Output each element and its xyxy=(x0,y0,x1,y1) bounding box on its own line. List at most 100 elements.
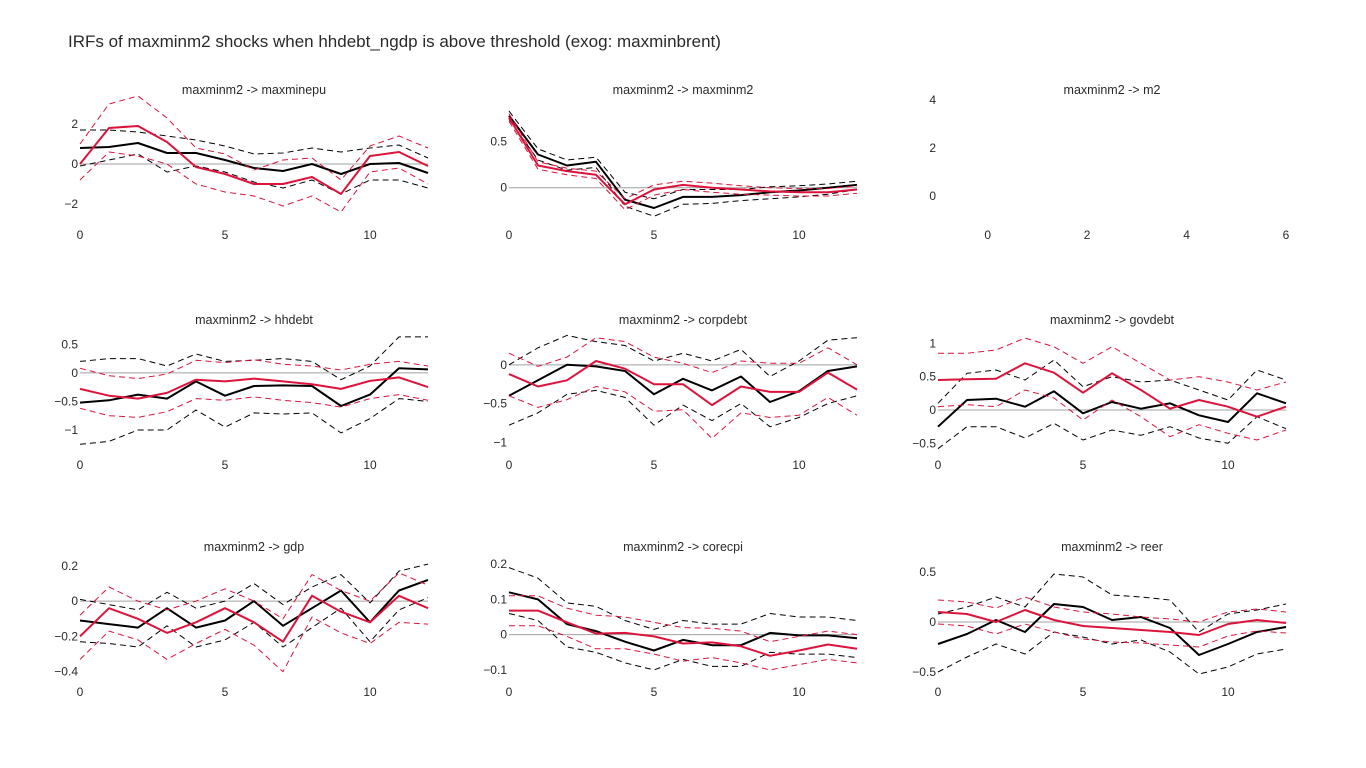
red-solid-line xyxy=(508,360,858,407)
red-dash-line xyxy=(508,386,858,439)
subplot-title: maxminm2 -> reer xyxy=(1061,540,1163,554)
subplot-title: maxminm2 -> maxminm2 xyxy=(613,83,754,97)
x-tick-label: 10 xyxy=(1221,458,1235,472)
x-tick-label: 10 xyxy=(792,685,806,699)
y-tick-label: −0.5 xyxy=(54,394,78,408)
x-tick-label: 5 xyxy=(651,685,658,699)
black-solid-line xyxy=(79,367,429,407)
red-dash-line xyxy=(79,359,429,380)
y-tick-label: 0 xyxy=(929,403,936,417)
red-dash-line xyxy=(937,389,1287,441)
x-tick-label: 5 xyxy=(222,458,229,472)
black-solid-line xyxy=(508,591,858,652)
subplot-title: maxminm2 -> corpdebt xyxy=(619,313,748,327)
figure-title: IRFs of maxminm2 shocks when hhdebt_ngdp… xyxy=(68,32,721,51)
y-tick-label: −0.1 xyxy=(483,663,507,677)
y-tick-label: 0 xyxy=(500,358,507,372)
red-dash-line xyxy=(509,625,858,671)
y-tick-label: 2 xyxy=(71,117,78,131)
black-solid-line xyxy=(508,115,858,209)
subplot-2: maxminm2 -> maxminm2 0 5 10 0 0.5 xyxy=(490,83,858,242)
x-tick-label: 0 xyxy=(935,685,942,699)
black-dash-line xyxy=(508,119,858,217)
black-solid-line xyxy=(937,390,1287,428)
x-tick-label: 0 xyxy=(506,458,513,472)
x-tick-label: 0 xyxy=(506,228,513,242)
subplot-4: maxminm2 -> hhdebt 0 5 10 −1 −0.5 0 0.5 xyxy=(54,313,429,472)
subplot-5: maxminm2 -> corpdebt 0 5 10 −1 −0.5 0 xyxy=(483,313,858,472)
red-dash-line xyxy=(937,596,1287,623)
black-dash-line xyxy=(508,613,858,671)
subplot-title: maxminm2 -> m2 xyxy=(1064,83,1161,97)
y-tick-label: 1 xyxy=(929,336,936,350)
subplot-title: maxminm2 -> govdebt xyxy=(1050,313,1175,327)
y-tick-label: 0 xyxy=(71,157,78,171)
x-tick-label: 0 xyxy=(77,228,84,242)
x-tick-label: 5 xyxy=(1080,685,1087,699)
black-dash-line xyxy=(937,631,1287,675)
black-dash-line xyxy=(79,336,428,381)
y-tick-label: −0.5 xyxy=(912,436,936,450)
red-solid-line xyxy=(79,125,429,195)
y-tick-label: 2 xyxy=(929,141,936,155)
y-tick-label: −1 xyxy=(493,435,507,449)
black-solid-line xyxy=(79,578,429,629)
subplot-1: maxminm2 -> maxminepu 0 5 10 −2 0 2 xyxy=(64,83,429,242)
black-dash-line xyxy=(80,129,429,159)
y-tick-label: 0.5 xyxy=(919,565,936,579)
subplot-title: maxminm2 -> corecpi xyxy=(623,540,743,554)
black-dash-line xyxy=(79,153,429,195)
y-tick-label: −0.4 xyxy=(54,665,78,679)
subplot-title: maxminm2 -> gdp xyxy=(204,540,304,554)
y-tick-label: 4 xyxy=(929,93,936,107)
x-tick-label: 10 xyxy=(363,458,377,472)
y-tick-label: −0.5 xyxy=(483,397,507,411)
y-tick-label: 0.2 xyxy=(490,557,507,571)
y-tick-label: 0.5 xyxy=(490,135,507,149)
y-tick-label: 0 xyxy=(500,181,507,195)
x-tick-label: 2 xyxy=(1084,228,1091,242)
red-dash-line xyxy=(508,113,858,200)
black-solid-line xyxy=(937,603,1287,656)
x-tick-label: 5 xyxy=(222,685,229,699)
x-tick-label: 0 xyxy=(77,685,84,699)
x-tick-label: 5 xyxy=(222,228,229,242)
subplot-9: maxminm2 -> reer 0 5 10 −0.5 0 0.5 xyxy=(912,540,1287,699)
black-solid-line xyxy=(79,142,429,175)
x-tick-label: 6 xyxy=(1283,228,1290,242)
black-dash-line xyxy=(937,359,1287,404)
x-tick-label: 10 xyxy=(792,228,806,242)
x-tick-label: 0 xyxy=(984,228,991,242)
x-tick-label: 5 xyxy=(651,228,658,242)
y-tick-label: 0 xyxy=(500,628,507,642)
red-dash-line xyxy=(509,595,858,643)
red-solid-line xyxy=(509,609,858,657)
x-tick-label: 4 xyxy=(1183,228,1190,242)
red-dash-line xyxy=(508,120,858,211)
subplot-6: maxminm2 -> govdebt 0 5 10 −0.5 0 0.5 1 xyxy=(912,313,1287,472)
subplot-7: maxminm2 -> gdp 0 5 10 −0.4 −0.2 0 0.2 xyxy=(54,540,429,699)
y-tick-label: 0.1 xyxy=(490,592,507,606)
black-dash-line xyxy=(508,334,858,377)
x-tick-label: 0 xyxy=(77,458,84,472)
subplot-3: maxminm2 -> m2 0 2 4 6 0 2 4 xyxy=(929,83,1289,242)
y-tick-label: 0.2 xyxy=(61,559,78,573)
y-tick-label: −0.5 xyxy=(912,665,936,679)
y-tick-label: −2 xyxy=(64,197,78,211)
y-tick-label: 0 xyxy=(71,366,78,380)
red-dash-line xyxy=(79,572,429,620)
red-solid-line xyxy=(79,376,429,400)
subplot-title: maxminm2 -> maxminepu xyxy=(182,83,326,97)
red-dash-line xyxy=(79,616,429,673)
black-dash-line xyxy=(937,573,1287,633)
y-tick-label: 0.5 xyxy=(919,370,936,384)
y-tick-label: 0 xyxy=(71,594,78,608)
x-tick-label: 10 xyxy=(792,458,806,472)
red-dash-line xyxy=(79,95,429,181)
y-tick-label: 0 xyxy=(929,189,936,203)
red-dash-line xyxy=(79,151,429,213)
x-tick-label: 5 xyxy=(1080,458,1087,472)
black-dash-line xyxy=(508,110,858,200)
y-tick-label: 0.5 xyxy=(61,337,78,351)
subplot-8: maxminm2 -> corecpi 0 5 10 −0.1 0 0.1 0.2 xyxy=(483,540,858,699)
